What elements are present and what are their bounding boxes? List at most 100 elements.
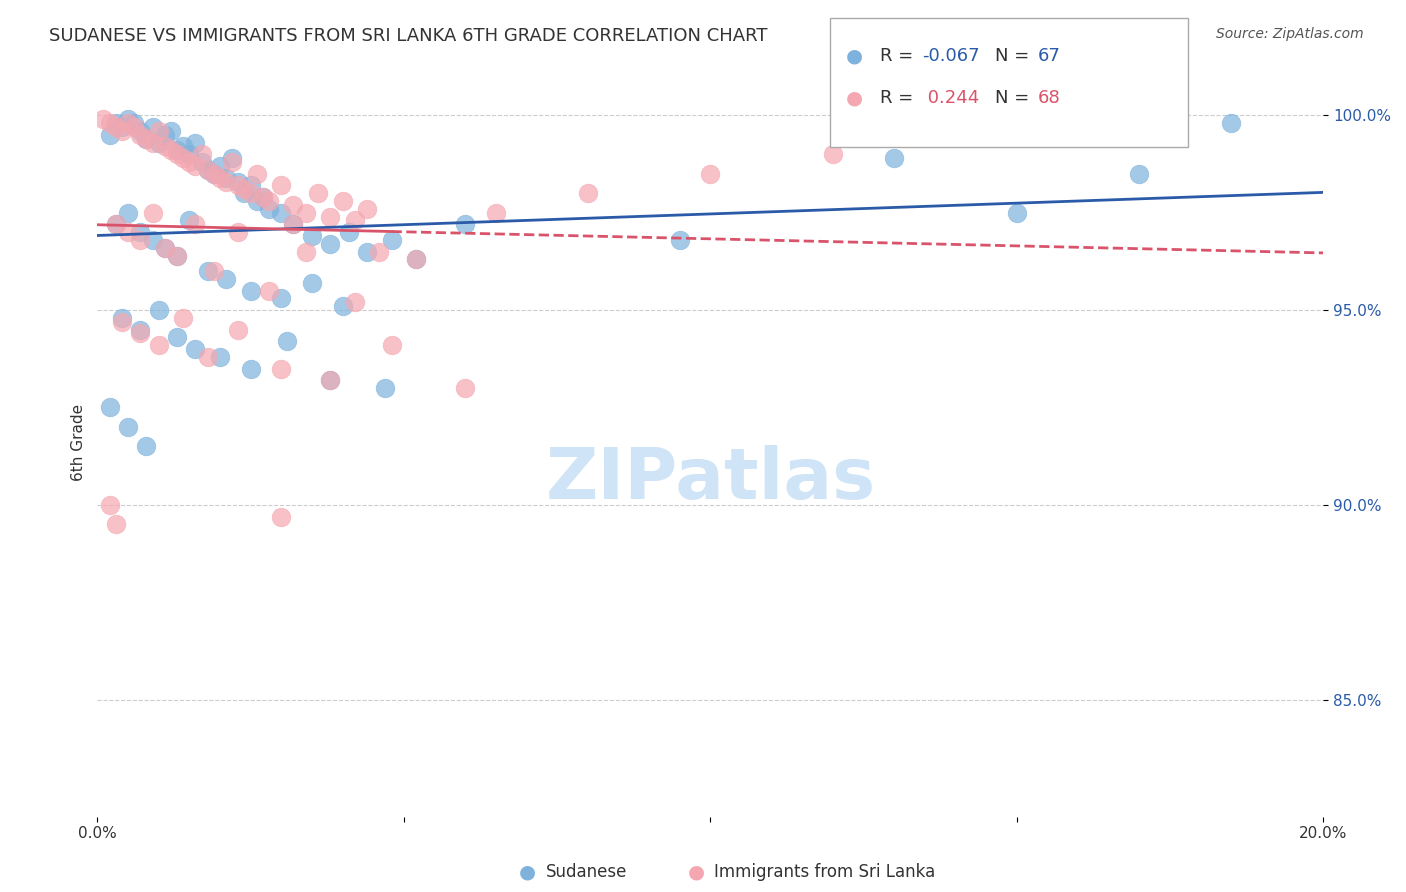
Point [197,350,219,364]
Point [821,147,844,161]
Point [485,205,508,219]
Point [104,218,127,232]
Point [215,170,238,185]
Point [283,218,305,232]
Point [356,202,378,216]
Point [257,202,280,216]
Text: N =: N = [995,47,1035,65]
Point [246,167,269,181]
Point [179,213,201,227]
Point [184,136,207,150]
Point [197,162,219,177]
Point [239,178,262,193]
Text: ZIPatlas: ZIPatlas [546,445,876,515]
Point [104,218,127,232]
Point [117,112,139,127]
Point [270,361,292,376]
Text: ●: ● [688,863,704,882]
Point [343,295,366,310]
Point [319,373,342,387]
Point [166,144,188,158]
Point [215,174,238,188]
Point [228,322,250,336]
Point [129,128,152,142]
Point [141,205,163,219]
Point [228,178,250,193]
Point [117,116,139,130]
Point [141,136,163,150]
Point [1005,205,1028,219]
Text: 0.244: 0.244 [922,89,980,107]
Point [202,167,225,181]
Point [111,310,134,325]
Point [111,120,134,134]
Point [332,194,354,208]
Point [270,509,292,524]
Point [883,151,905,165]
Point [294,205,316,219]
Text: ●: ● [846,88,863,108]
Point [381,233,404,247]
Text: R =: R = [880,47,920,65]
Point [343,213,366,227]
Point [98,498,121,512]
Point [166,147,188,161]
Point [129,225,152,239]
Point [104,120,127,134]
Point [148,338,170,352]
Point [1128,167,1150,181]
Point [197,264,219,278]
Point [93,112,115,127]
Point [184,159,207,173]
Point [332,299,354,313]
Point [135,131,157,145]
Point [368,244,391,259]
Point [98,401,121,415]
Point [172,310,194,325]
Point [337,225,360,239]
Point [405,252,427,267]
Point [699,167,721,181]
Point [160,144,183,158]
Point [184,218,207,232]
Point [276,334,298,349]
Text: SUDANESE VS IMMIGRANTS FROM SRI LANKA 6TH GRADE CORRELATION CHART: SUDANESE VS IMMIGRANTS FROM SRI LANKA 6T… [49,27,768,45]
Point [135,440,157,454]
Point [215,272,238,286]
Point [257,194,280,208]
Point [301,229,323,244]
Point [104,517,127,532]
Point [104,116,127,130]
Point [356,244,378,259]
Point [454,218,477,232]
Point [172,139,194,153]
Point [454,381,477,395]
Text: R =: R = [880,89,920,107]
Point [208,350,231,364]
Point [257,284,280,298]
Point [153,241,176,255]
Text: Sudanese: Sudanese [546,863,627,881]
Point [319,236,342,251]
Point [283,218,305,232]
Text: ●: ● [519,863,536,882]
Text: ●: ● [846,46,863,66]
Point [129,322,152,336]
Point [202,167,225,181]
Point [233,182,256,196]
Point [153,139,176,153]
Point [668,233,690,247]
Point [246,194,269,208]
Point [135,131,157,145]
Point [141,120,163,134]
Point [239,284,262,298]
Point [233,186,256,201]
Point [111,124,134,138]
Point [1220,116,1243,130]
Point [129,233,152,247]
Point [202,264,225,278]
Point [208,159,231,173]
Point [381,338,404,352]
Point [117,205,139,219]
Point [179,147,201,161]
